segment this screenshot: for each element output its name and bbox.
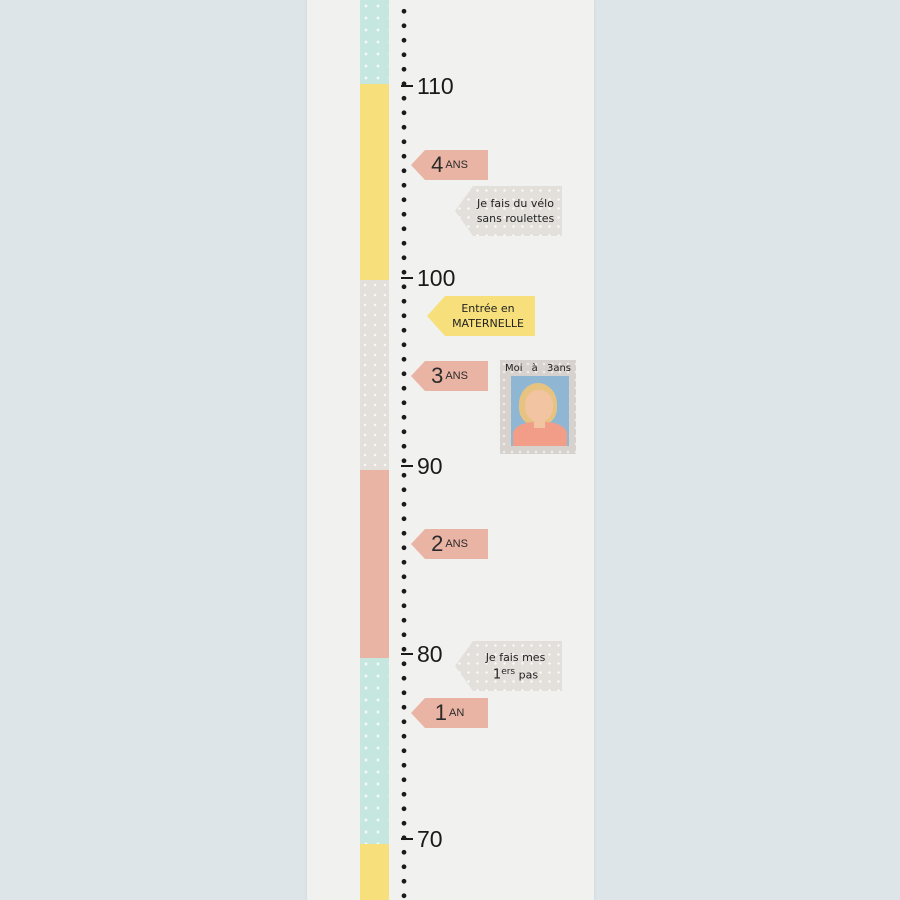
tick-label: 90 <box>417 452 443 479</box>
photo-neck <box>534 418 545 428</box>
age-unit: AN <box>448 707 465 719</box>
age-unit: ANS <box>445 370 468 382</box>
tick-label: 80 <box>417 640 443 667</box>
age-tag-1: 1 AN <box>411 698 488 728</box>
age-number: 2 <box>431 531 444 556</box>
note-line: Je fais du vélo <box>477 197 554 210</box>
height-chart: 110 100 90 80 70 4 ANS 3 ANS 2 ANS 1 AN … <box>307 0 594 900</box>
band-mint-top <box>360 0 389 84</box>
note-line: MATERNELLE <box>452 317 524 330</box>
tick-label: 100 <box>417 264 456 291</box>
tick-dash <box>401 85 413 87</box>
note-line: Entrée en <box>461 302 515 315</box>
age-tag-2: 2 ANS <box>411 529 488 559</box>
photo-caption: Moi à 3ans <box>504 363 572 374</box>
tick-90: 90 <box>401 452 443 479</box>
age-unit: ANS <box>445 538 468 550</box>
age-tag-3: 3 ANS <box>411 361 488 391</box>
tick-80: 80 <box>401 640 443 667</box>
tick-70: 70 <box>401 825 443 852</box>
tick-110: 110 <box>401 72 454 99</box>
band-mint-bottom <box>360 658 389 844</box>
note-sup: ers <box>501 666 516 677</box>
age-unit: ANS <box>445 159 468 171</box>
tick-dash <box>401 277 413 279</box>
note-line: 1ers pas <box>493 665 538 683</box>
band-yellow <box>360 84 389 280</box>
tick-label: 110 <box>417 72 454 99</box>
note-line: Je fais mes <box>485 650 546 664</box>
band-pink <box>360 470 389 658</box>
tick-label: 70 <box>417 825 443 852</box>
tick-dash <box>401 838 413 840</box>
photo-frame: Moi à 3ans <box>500 360 576 454</box>
tick-dash <box>401 653 413 655</box>
age-number: 1 <box>434 700 447 725</box>
note-premiers-pas: Je fais mes 1ers pas <box>455 641 562 691</box>
age-number: 4 <box>431 152 444 177</box>
note-tail: pas <box>518 668 539 682</box>
photo-face <box>525 390 553 422</box>
age-number: 3 <box>431 363 444 388</box>
note-maternelle: Entrée en MATERNELLE <box>427 296 535 336</box>
band-grey <box>360 280 389 470</box>
band-yellow-bottom <box>360 844 389 900</box>
note-line: sans roulettes <box>476 212 555 225</box>
dotted-scale <box>401 0 407 900</box>
tick-dash <box>401 465 413 467</box>
note-velo: Je fais du vélo sans roulettes <box>455 186 562 236</box>
tick-100: 100 <box>401 264 456 291</box>
age-tag-4: 4 ANS <box>411 150 488 180</box>
child-photo <box>511 376 569 446</box>
note-number: 1 <box>492 667 502 683</box>
